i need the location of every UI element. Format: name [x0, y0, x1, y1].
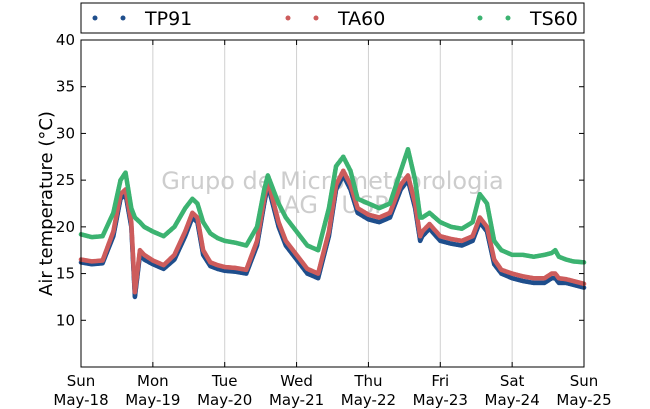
legend-label-TS60: TS60	[529, 8, 578, 30]
x-tick-day-label: Tue	[211, 372, 238, 390]
legend-marker	[477, 15, 483, 21]
grid-lines	[152, 40, 513, 367]
x-tick-day-label: Sat	[500, 372, 525, 390]
legend-label-TA60: TA60	[337, 8, 385, 30]
x-tick-day-label: Mon	[137, 372, 169, 390]
y-tick-label: 40	[56, 31, 75, 49]
legend-marker	[285, 15, 291, 21]
axes-frame	[80, 39, 585, 368]
x-tick-date-label: May-22	[341, 391, 396, 409]
y-tick-label: 30	[56, 124, 75, 142]
x-tick-day-label: Fri	[431, 372, 449, 390]
x-tick-date-label: May-23	[413, 391, 468, 409]
y-tick-label: 10	[56, 311, 75, 329]
y-axis-label: Air temperature (°C)	[36, 111, 57, 296]
x-tick-day-label: Sun	[67, 372, 96, 390]
legend-marker	[505, 15, 511, 21]
x-tick-day-label: Wed	[280, 372, 313, 390]
legend-marker	[92, 15, 98, 21]
x-tick-date-label: May-20	[197, 391, 252, 409]
y-tick-label: 35	[56, 78, 75, 96]
x-tick-date-label: May-21	[269, 391, 324, 409]
y-tick-label: 15	[56, 265, 75, 283]
y-tick-label: 25	[56, 171, 75, 189]
y-tick-label: 20	[56, 218, 75, 236]
legend-marker	[313, 15, 319, 21]
x-tick-date-label: May-24	[485, 391, 540, 409]
legend-label-TP91: TP91	[144, 8, 192, 30]
legend: TP91 TA60 TS60	[80, 2, 585, 34]
legend-marker	[120, 15, 126, 21]
x-tick-day-label: Thu	[353, 372, 382, 390]
legend-box	[80, 2, 585, 34]
series-TS60	[78, 147, 587, 265]
axis-ticks: 10152025303540SunMay-18MonMay-19TueMay-2…	[53, 31, 611, 409]
x-tick-date-label: May-19	[125, 391, 180, 409]
x-tick-day-label: Sun	[570, 372, 599, 390]
x-tick-date-label: May-25	[556, 391, 611, 409]
x-tick-date-label: May-18	[53, 391, 108, 409]
